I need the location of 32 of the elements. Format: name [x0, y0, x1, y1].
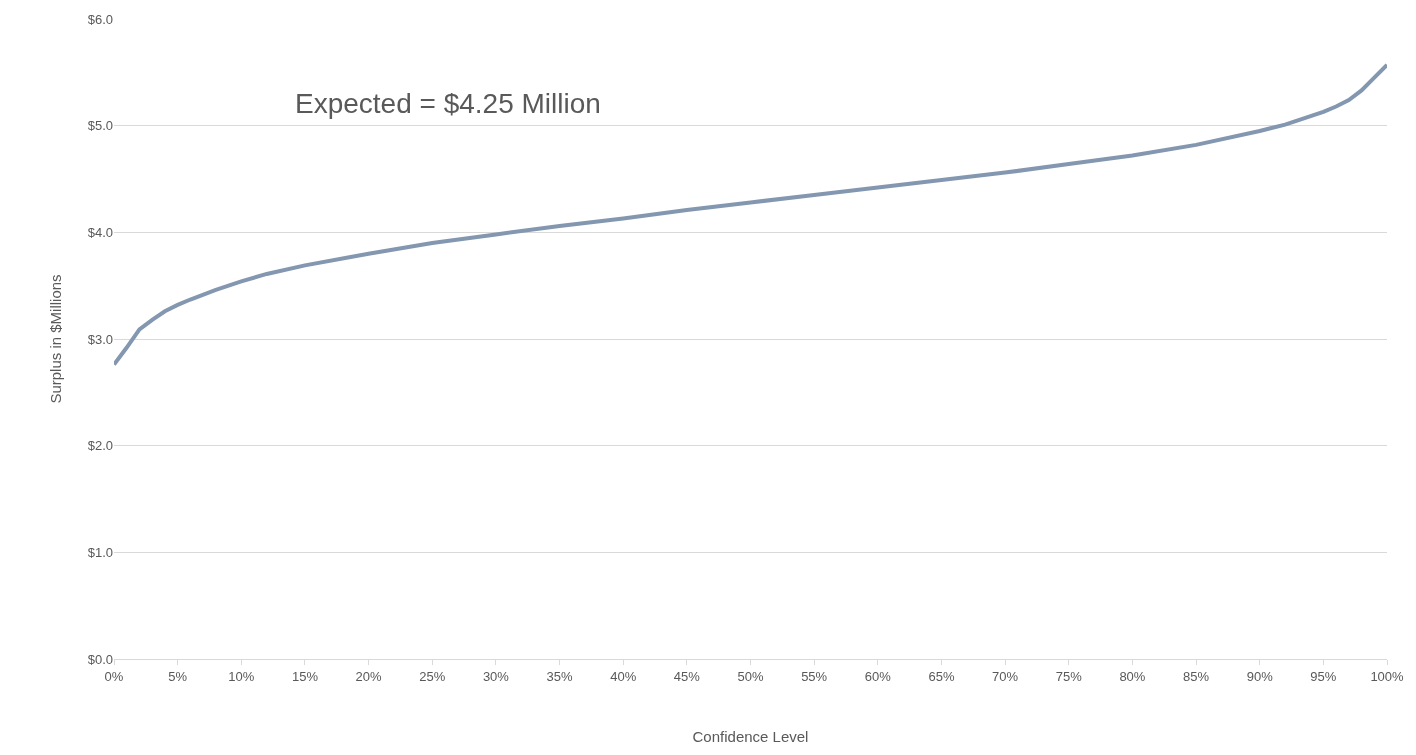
- x-tick-label: 30%: [482, 668, 510, 684]
- y-tick-label: $1.0: [87, 544, 113, 560]
- x-axis-title: Confidence Level: [692, 727, 809, 745]
- y-axis-title: Surplus in $Millions: [46, 274, 64, 404]
- x-tick-label: 55%: [801, 668, 828, 684]
- x-tick-label: 65%: [928, 668, 955, 684]
- x-tick-label: 20%: [355, 668, 383, 684]
- x-tick-label: 50%: [737, 668, 764, 684]
- x-tick-label: 95%: [1310, 668, 1337, 684]
- x-tick-label: 45%: [673, 668, 701, 684]
- x-tick-label: 90%: [1246, 668, 1274, 684]
- y-tick-label: $2.0: [87, 438, 113, 454]
- x-tick-label: 5%: [168, 668, 188, 684]
- x-tick-label: 85%: [1183, 668, 1210, 684]
- annotation: Expected = $4.25 Million: [295, 88, 601, 119]
- x-tick-label: 60%: [864, 668, 892, 684]
- x-tick-label: 25%: [419, 668, 446, 684]
- y-tick-label: $3.0: [87, 331, 113, 347]
- x-tick-label: 100%: [1370, 668, 1405, 684]
- x-tick-label: 80%: [1119, 668, 1146, 684]
- x-tick-label: 15%: [291, 668, 319, 684]
- x-tick-label: 10%: [228, 668, 255, 684]
- x-tick-label: 75%: [1055, 668, 1083, 684]
- y-tick-label: $6.0: [87, 11, 113, 27]
- x-tick-label: 70%: [992, 668, 1019, 684]
- x-tick-label: 35%: [546, 668, 573, 684]
- x-tick-label: 40%: [610, 668, 637, 684]
- x-tick-label: 0%: [104, 668, 124, 684]
- y-tick-label: $0.0: [87, 651, 113, 667]
- line-series: [114, 62, 1387, 367]
- y-tick-label: $4.0: [87, 224, 113, 240]
- y-tick-label: $5.0: [87, 118, 113, 134]
